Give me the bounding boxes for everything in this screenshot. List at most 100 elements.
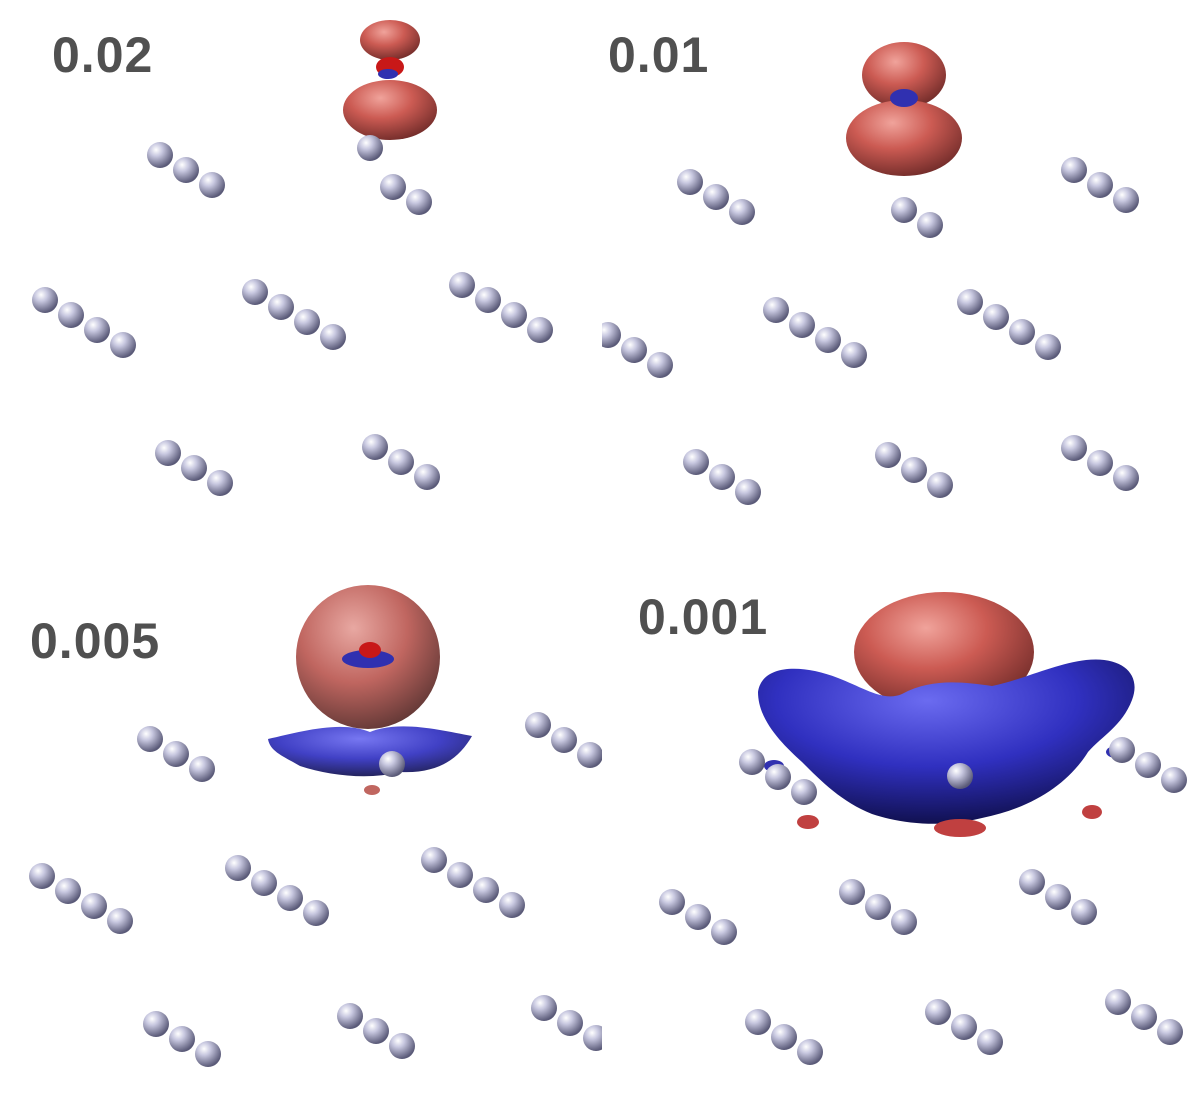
atom [703,184,729,210]
atom [189,756,215,782]
atom [499,892,525,918]
atom [1131,1004,1157,1030]
atom [951,1014,977,1040]
atom [1071,899,1097,925]
atom [917,212,943,238]
atom [169,1026,195,1052]
atom [29,863,55,889]
atom [173,157,199,183]
atom [379,751,405,777]
atom [841,342,867,368]
atom [251,870,277,896]
atom [677,169,703,195]
atom [1087,172,1113,198]
atom [865,894,891,920]
atom [875,442,901,468]
atom [55,878,81,904]
atom [647,352,673,378]
atom [711,919,737,945]
panel-isovalue-0-01: 0.01 [602,0,1204,552]
atom [107,908,133,934]
orbital-scene [602,42,1139,505]
atom [1019,869,1045,895]
atom [1061,435,1087,461]
atom [745,1009,771,1035]
atom [1113,187,1139,213]
atom-lattice [29,712,602,1067]
atom [1109,737,1135,763]
atom [789,312,815,338]
atom [925,999,951,1025]
atom [414,464,440,490]
atom [147,142,173,168]
atom-lattice [32,135,553,496]
atom [683,449,709,475]
atom [659,889,685,915]
atom [155,440,181,466]
atom [531,995,557,1021]
atom [1105,989,1131,1015]
atom [1087,450,1113,476]
atom [839,879,865,905]
atom [791,779,817,805]
atom [1009,319,1035,345]
atom [525,712,551,738]
atom [32,287,58,313]
atom [577,742,602,768]
atom [1135,752,1161,778]
atom [947,763,973,789]
atom [81,893,107,919]
atom [977,1029,1003,1055]
atom [735,479,761,505]
atom [380,174,406,200]
atom [557,1010,583,1036]
atom [709,464,735,490]
atom [765,764,791,790]
atom [268,294,294,320]
atom [1113,465,1139,491]
atom [449,272,475,298]
panel-isovalue-0-001: 0.001 [602,552,1204,1104]
atom [1035,334,1061,360]
atom [473,877,499,903]
atom [729,199,755,225]
atom [303,900,329,926]
atom [110,332,136,358]
atom-lattice [659,737,1187,1065]
atom [891,197,917,223]
orbital-isosurface [758,592,1135,837]
atom [771,1024,797,1050]
atom [357,135,383,161]
atom [1045,884,1071,910]
orbital-isosurface [343,20,437,140]
atom [195,1041,221,1067]
atom [421,847,447,873]
atom [901,457,927,483]
atom [294,309,320,335]
atom [1061,157,1087,183]
atom [242,279,268,305]
orbital-isosurface [846,42,962,176]
atom-lattice [602,157,1139,505]
isovalue-label: 0.02 [52,27,154,83]
atom [163,741,189,767]
isovalue-label: 0.01 [608,27,710,83]
atom [501,302,527,328]
atom [363,1018,389,1044]
atom [927,472,953,498]
atom [137,726,163,752]
isovalue-label: 0.005 [30,613,161,669]
panel-isovalue-0-02: 0.02 [0,0,602,552]
atom [621,337,647,363]
panel-isovalue-0-005: 0.005 [0,552,602,1104]
atom [406,189,432,215]
orbital-scene [29,585,602,1067]
atom [551,727,577,753]
atom [389,1033,415,1059]
orbital-scene [32,20,553,496]
atom [337,1003,363,1029]
atom [583,1025,602,1051]
atom [84,317,110,343]
atom [1161,767,1187,793]
atom [58,302,84,328]
